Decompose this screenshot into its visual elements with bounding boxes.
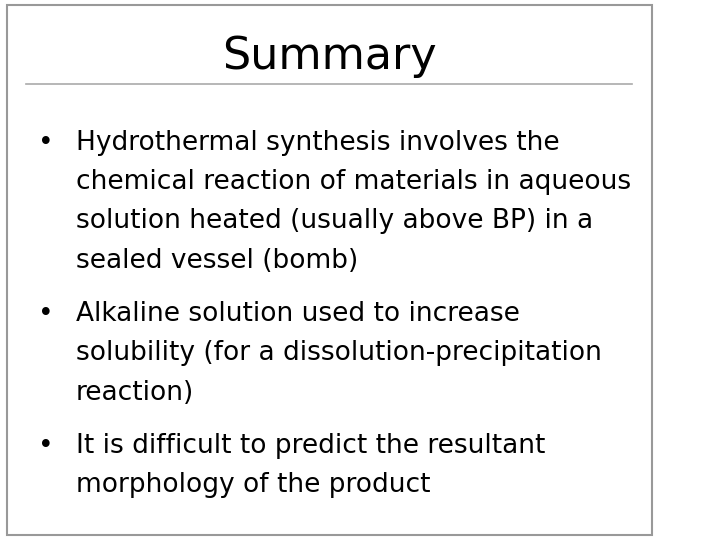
Text: Alkaline solution used to increase: Alkaline solution used to increase xyxy=(76,301,520,327)
Text: It is difficult to predict the resultant: It is difficult to predict the resultant xyxy=(76,433,545,458)
Text: •: • xyxy=(38,433,54,458)
Text: reaction): reaction) xyxy=(76,380,194,406)
Text: Summary: Summary xyxy=(222,35,437,78)
Text: chemical reaction of materials in aqueous: chemical reaction of materials in aqueou… xyxy=(76,169,631,195)
Text: solubility (for a dissolution-precipitation: solubility (for a dissolution-precipitat… xyxy=(76,340,602,366)
Text: solution heated (usually above BP) in a: solution heated (usually above BP) in a xyxy=(76,208,593,234)
Text: Hydrothermal synthesis involves the: Hydrothermal synthesis involves the xyxy=(76,130,559,156)
Text: morphology of the product: morphology of the product xyxy=(76,472,431,498)
Text: •: • xyxy=(38,130,54,156)
Text: sealed vessel (bomb): sealed vessel (bomb) xyxy=(76,248,358,274)
Text: •: • xyxy=(38,301,54,327)
